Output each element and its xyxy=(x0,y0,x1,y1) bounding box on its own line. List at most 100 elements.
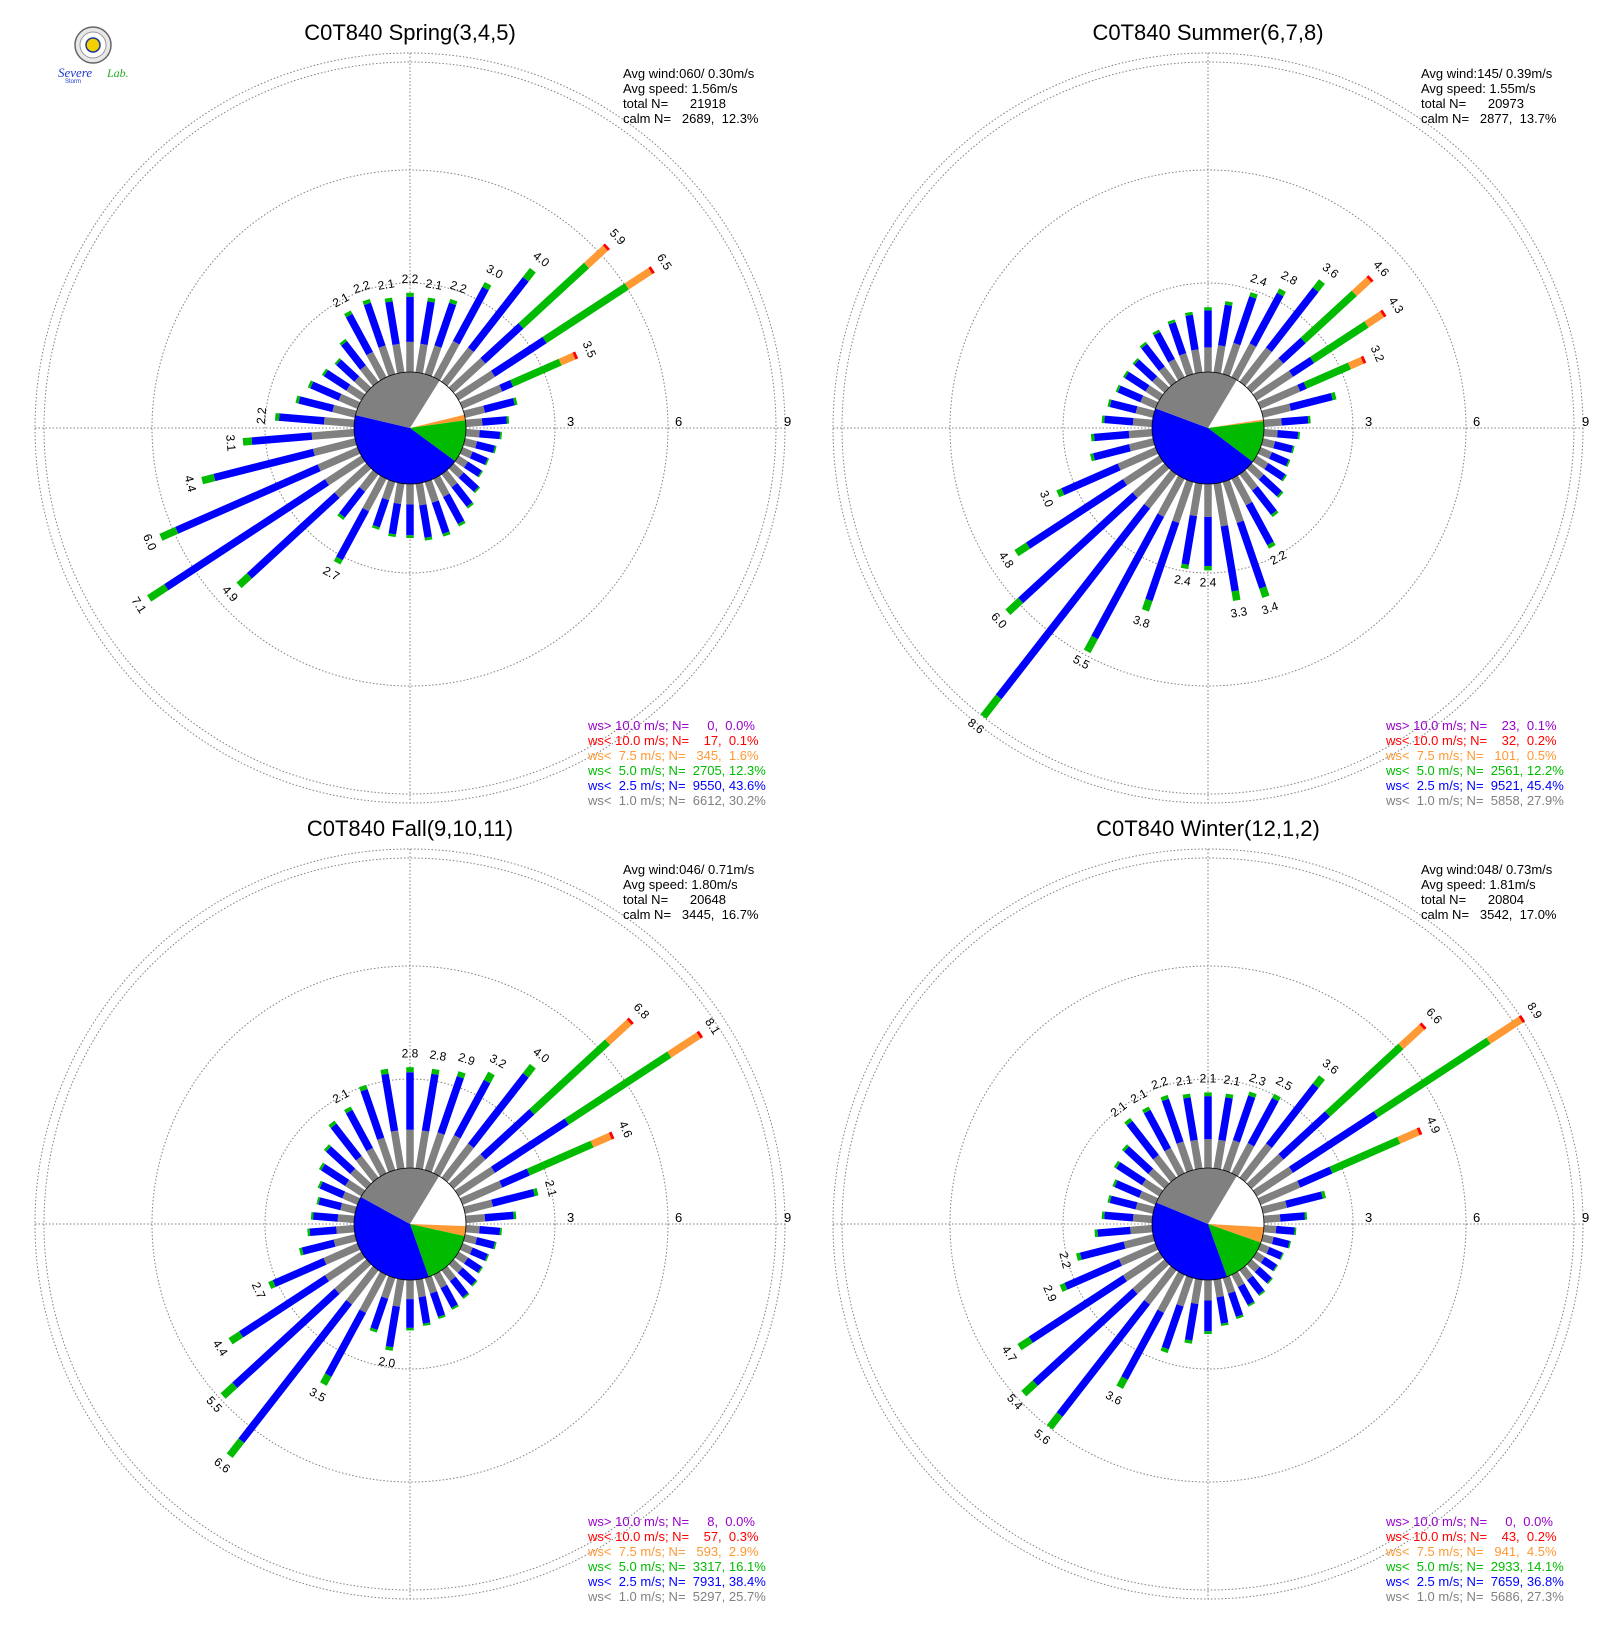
ring-label: 9 xyxy=(784,414,791,429)
bar-segment-lt50 xyxy=(522,1063,536,1078)
bar-value-label: 6.6 xyxy=(1423,1005,1445,1027)
bar-segment-lt50 xyxy=(457,520,466,527)
legend-entry-lt10ms: ws< 1.0 m/s; N= 5686, 27.3% xyxy=(1385,1589,1564,1604)
bar-segment-lt10ms xyxy=(1246,1154,1284,1189)
bar-value-label: 2.4 xyxy=(1173,572,1192,589)
bar-segment-lt25 xyxy=(484,1211,514,1222)
bar-segment-lt50 xyxy=(1247,1301,1256,1307)
bar-segment-lt10ms xyxy=(448,1259,463,1274)
bar-segment-lt25 xyxy=(1220,525,1239,592)
bar-value-label: 2.2 xyxy=(254,406,269,424)
bar-segment-lt50 xyxy=(1248,1091,1257,1098)
bar-value-label: 4.0 xyxy=(530,1045,552,1066)
legend-entry-lt10ms: ws< 1.0 m/s; N= 5858, 27.9% xyxy=(1385,793,1564,808)
bar-segment-lt25 xyxy=(1134,359,1158,382)
bar-segment-lt50 xyxy=(371,525,380,530)
legend-entry-lt50: ws< 5.0 m/s; N= 2705, 12.3% xyxy=(587,763,766,778)
bar-segment-lt50 xyxy=(1321,1190,1327,1199)
legend-entry-lt10: ws< 10.0 m/s; N= 57, 0.3% xyxy=(587,1529,759,1544)
bar-segment-lt25 xyxy=(1104,1211,1134,1222)
legend-entry-lt10: ws< 10.0 m/s; N= 17, 0.1% xyxy=(587,733,759,748)
bar-segment-lt10ms xyxy=(1130,1224,1153,1235)
bar-segment-lt25 xyxy=(1097,1226,1131,1237)
bar-segment-lt10ms xyxy=(463,438,478,449)
bar-segment-lt10ms xyxy=(1257,384,1301,409)
bar-segment-lt10ms xyxy=(1204,484,1212,517)
bar-segment-lt50 xyxy=(1276,490,1284,498)
bar-segment-lt25 xyxy=(406,1299,414,1328)
bar-segment-lt25 xyxy=(467,1072,529,1149)
panel-title: C0T840 Spring(3,4,5) xyxy=(304,20,516,45)
bar-segment-lt25 xyxy=(1288,1111,1378,1173)
bar-segment-lt10ms xyxy=(454,455,469,468)
legend-entry-lt10: ws< 10.0 m/s; N= 32, 0.2% xyxy=(1385,733,1557,748)
info-line: Avg speed: 1.81m/s xyxy=(1421,877,1536,892)
bar-value-label: 4.7 xyxy=(999,1343,1020,1365)
bar-segment-lt10ms xyxy=(1222,1140,1240,1173)
bar-segment-lt10ms xyxy=(1239,1143,1272,1183)
bar-segment-lt10ms xyxy=(1176,1275,1194,1307)
bar-segment-lt10 xyxy=(608,1131,615,1140)
bar-segment-lt50 xyxy=(298,1247,304,1256)
bar-segment-lt10ms xyxy=(317,447,361,472)
bar-segment-lt10ms xyxy=(1191,349,1203,374)
bar-segment-lt25 xyxy=(1246,1275,1265,1295)
bar-segment-lt10ms xyxy=(433,1271,448,1289)
bar-segment-lt50 xyxy=(1307,415,1311,424)
bar-segment-lt25 xyxy=(1153,331,1175,363)
bar-value-label: 2.3 xyxy=(1247,1070,1268,1089)
bar-segment-lt25 xyxy=(443,493,465,525)
bar-segment-lt75 xyxy=(1398,1024,1425,1050)
bar-segment-lt50 xyxy=(449,298,458,306)
bar-segment-lt50 xyxy=(431,1068,440,1075)
bar-segment-lt25 xyxy=(345,1109,373,1152)
bar-segment-lt10ms xyxy=(1128,438,1155,452)
ring-label: 3 xyxy=(1365,1210,1372,1225)
bar-segment-lt50 xyxy=(320,1373,332,1386)
bar-segment-lt25 xyxy=(1143,1109,1171,1152)
bar-segment-lt50 xyxy=(510,358,562,387)
ring-label: 3 xyxy=(567,414,574,429)
bar-segment-lt10 xyxy=(1360,355,1367,364)
info-line: Avg wind:048/ 0.73m/s xyxy=(1421,862,1553,877)
bar-segment-lt50 xyxy=(1094,1229,1098,1238)
bar-segment-lt50 xyxy=(334,358,342,366)
bar-segment-lt50 xyxy=(1291,445,1295,454)
bar-segment-lt50 xyxy=(483,1071,495,1084)
bar-segment-lt10ms xyxy=(336,1224,355,1234)
bar-segment-lt25 xyxy=(1273,441,1294,453)
bar-segment-lt25 xyxy=(1204,1300,1212,1332)
bar-segment-lt25 xyxy=(1093,444,1131,461)
bar-segment-lt50 xyxy=(1116,1376,1128,1390)
legend-entry-lt25: ws< 2.5 m/s; N= 7659, 36.8% xyxy=(1385,1574,1564,1589)
bar-segment-lt10ms xyxy=(359,469,379,492)
bar-segment-lt50 xyxy=(295,395,301,404)
bar-value-label: 2.8 xyxy=(429,1047,448,1064)
bar-segment-lt25 xyxy=(278,413,325,425)
bar-value-label: 5.5 xyxy=(1071,652,1093,672)
bar-segment-lt50 xyxy=(1014,542,1031,557)
bar-segment-lt10ms xyxy=(359,1271,387,1314)
ring-label: 3 xyxy=(1365,414,1372,429)
bar-segment-lt75 xyxy=(605,1019,632,1045)
bar-segment-lt10ms xyxy=(334,463,372,498)
bar-segment-lt25 xyxy=(1161,1304,1184,1350)
windrose-panel-1: 3 6 92.2 2.1 2.23.04.05.96.53.52.74.97.16.04… xyxy=(34,20,791,808)
range-ring xyxy=(1062,1078,1354,1370)
bar-segment-lt10ms xyxy=(448,1154,486,1189)
calm-pie-lt10ms xyxy=(1155,372,1237,428)
bar-segment-lt10ms xyxy=(415,482,427,506)
bar-segment-lt25 xyxy=(1265,287,1319,353)
bar-segment-lt50 xyxy=(564,1051,672,1125)
bar-segment-lt10ms xyxy=(465,428,480,438)
bar-segment-lt25 xyxy=(1258,474,1282,497)
info-line: calm N= 2877, 13.7% xyxy=(1421,111,1557,126)
bar-segment-lt10ms xyxy=(1138,1190,1159,1205)
bar-segment-lt10ms xyxy=(465,1214,486,1224)
bar-value-label: 4.9 xyxy=(1424,1115,1444,1136)
bar-segment-lt50 xyxy=(1297,431,1300,440)
bar-segment-lt10ms xyxy=(1246,1259,1260,1273)
bar-segment-lt10ms xyxy=(1145,385,1164,401)
bar-segment-lt25 xyxy=(1124,1146,1154,1175)
bar-segment-lt25 xyxy=(419,504,432,538)
